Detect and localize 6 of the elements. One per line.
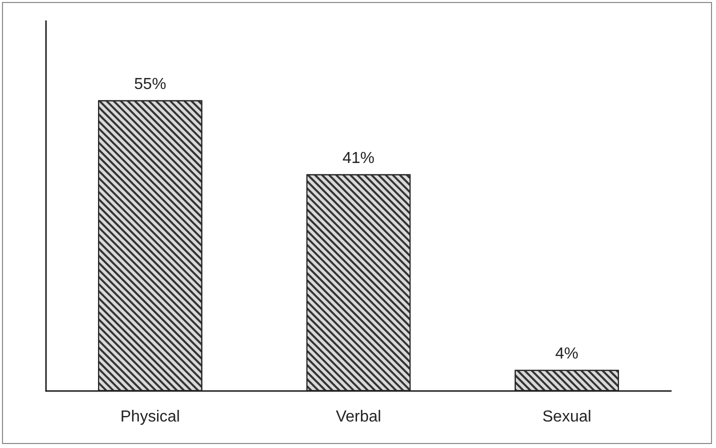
x-tick-label: Verbal [336, 408, 382, 426]
data-label: 4% [555, 345, 578, 362]
x-tick-label: Physical [120, 408, 180, 426]
x-tick-label: Sexual [542, 408, 592, 426]
data-label: 55% [134, 76, 166, 93]
data-label: 41% [342, 150, 375, 167]
